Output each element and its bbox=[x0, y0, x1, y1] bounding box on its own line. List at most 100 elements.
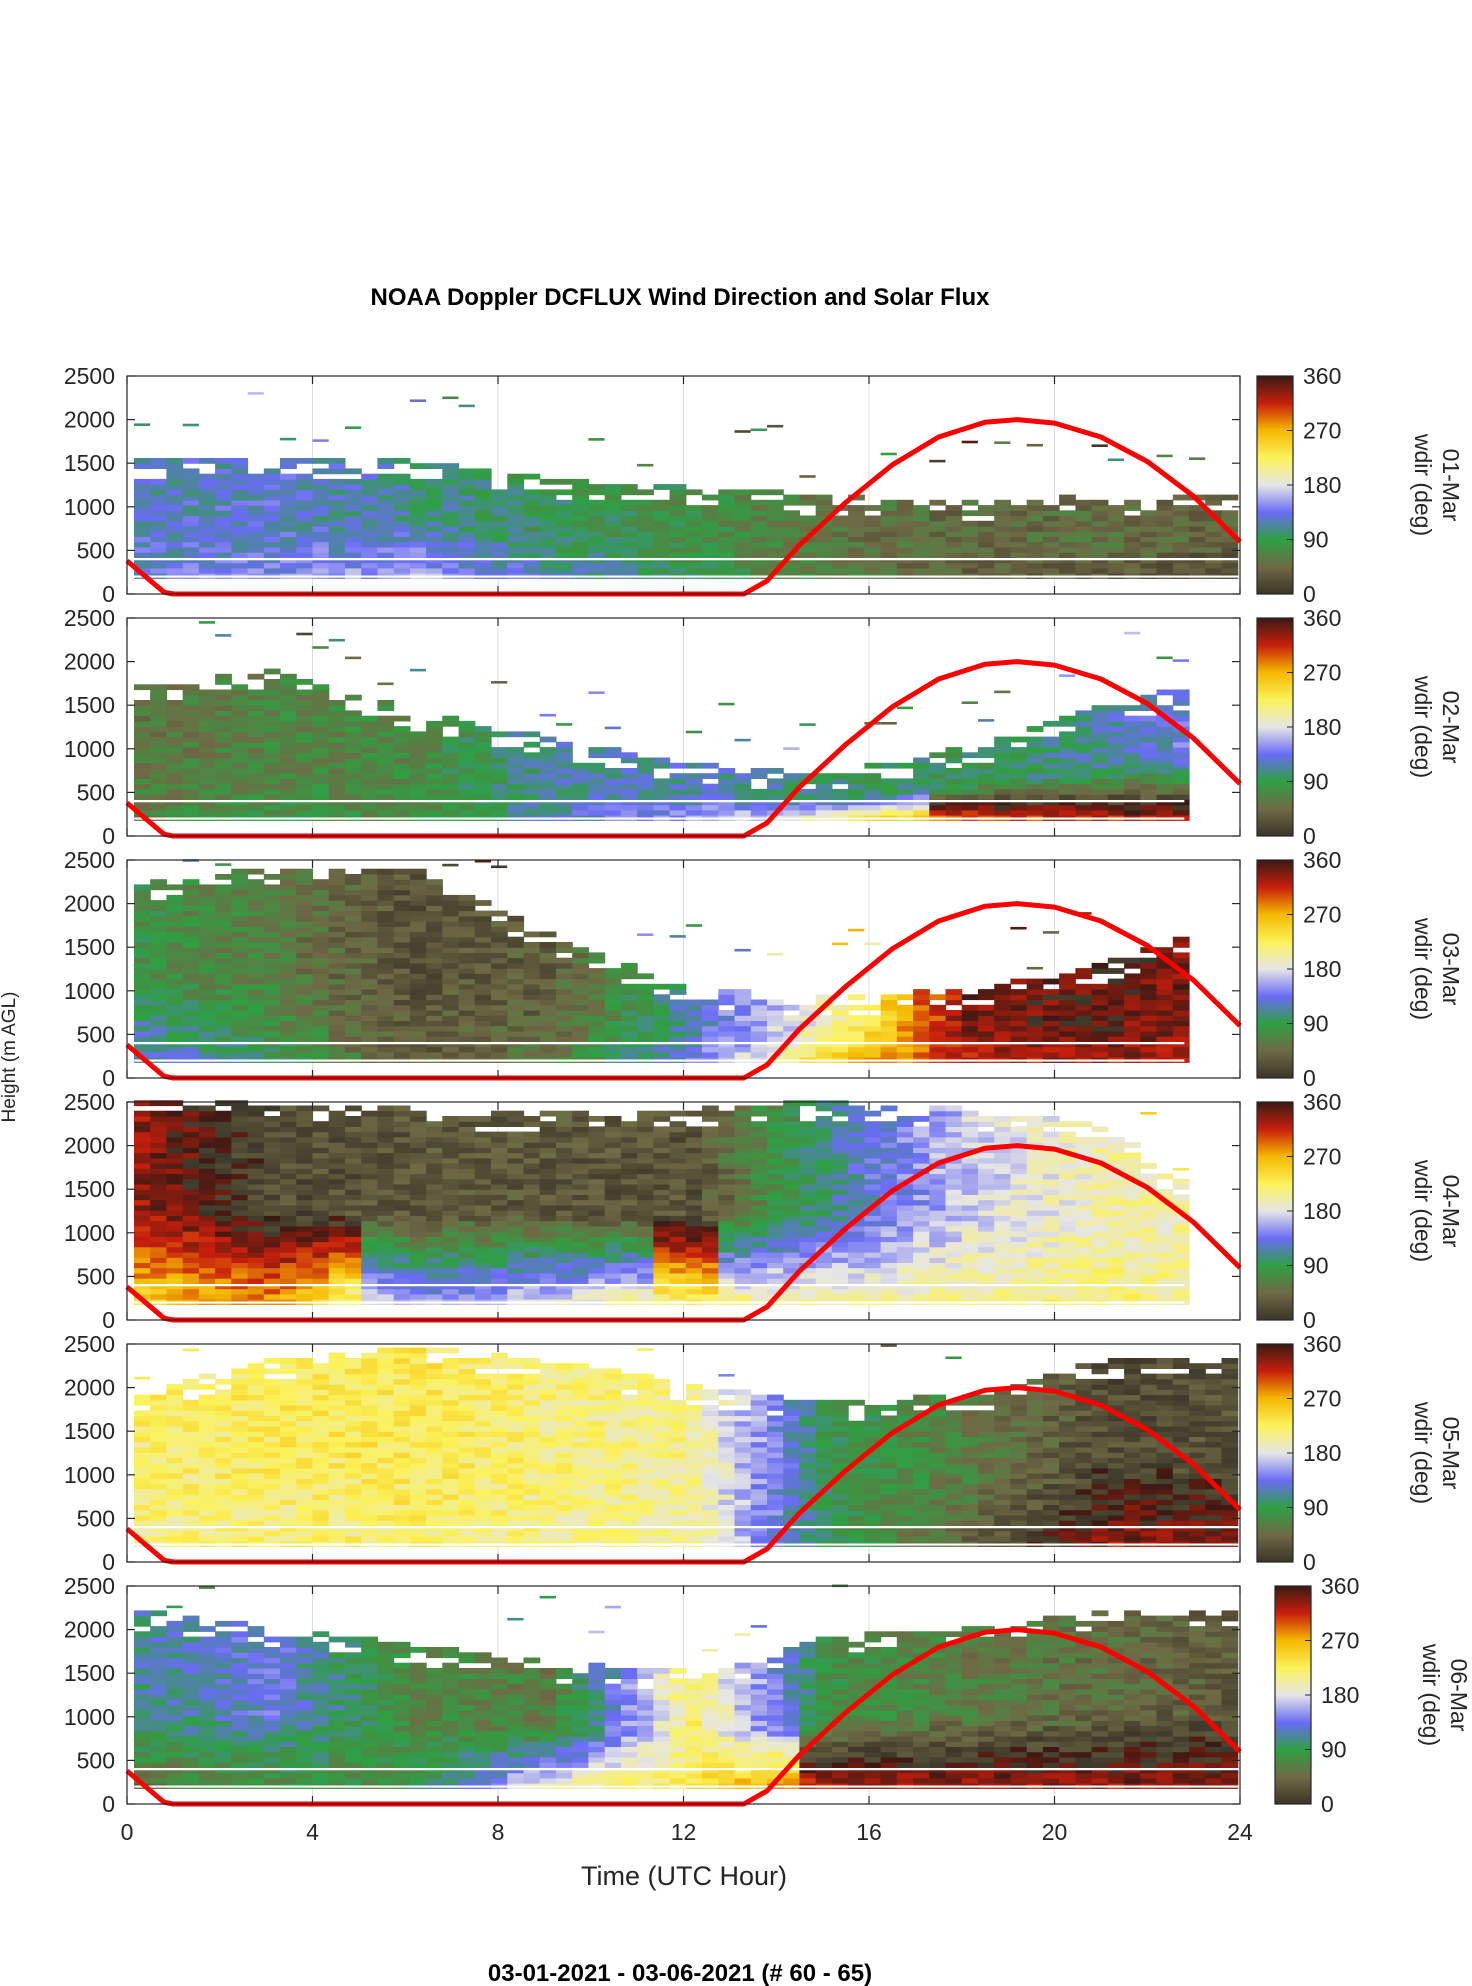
x-tick-label: 8 bbox=[492, 1819, 505, 1845]
y-tick-label: 1000 bbox=[64, 978, 115, 1004]
wind-direction-heatmap bbox=[133, 1344, 1240, 1547]
colorbar-tick-label: 180 bbox=[1321, 1682, 1359, 1708]
y-tick-label: 2500 bbox=[64, 847, 115, 873]
colorbar-label: wdir (deg) bbox=[1418, 1643, 1444, 1746]
panel-label: wdir (deg) 06-Mar bbox=[1418, 1643, 1472, 1746]
wind-direction-heatmap bbox=[133, 392, 1240, 579]
wind-direction-heatmap bbox=[133, 621, 1190, 821]
colorbar-label: wdir (deg) bbox=[1410, 433, 1436, 536]
x-ticks bbox=[126, 376, 1241, 594]
y-tick-label: 2500 bbox=[64, 605, 115, 631]
y-tick-label: 1000 bbox=[64, 736, 115, 762]
panel-04-Mar: 0 500 1000 1500 2000 2500 0 90 180 270 360 wdir (de… bbox=[64, 1089, 1464, 1333]
colorbar-tick-label: 180 bbox=[1303, 1198, 1341, 1224]
y-tick-label: 0 bbox=[102, 1549, 115, 1575]
colorbar-tick-label: 270 bbox=[1303, 902, 1341, 928]
y-tick-label: 2000 bbox=[64, 1133, 115, 1159]
y-tick-label: 0 bbox=[102, 1307, 115, 1333]
colorbar-tick-label: 360 bbox=[1321, 1573, 1359, 1599]
y-tick-label: 500 bbox=[77, 1021, 115, 1047]
colorbar-tick-label: 90 bbox=[1303, 527, 1329, 553]
y-axis-label: Height (m AGL) bbox=[0, 992, 20, 1123]
panel-label: wdir (deg) 05-Mar bbox=[1410, 1401, 1464, 1504]
y-tick-label: 1000 bbox=[64, 1704, 115, 1730]
y-tick-label: 1000 bbox=[64, 494, 115, 520]
panel-06-Mar: 0 500 1000 1500 2000 2500 0 4 8 12 16 20 24 0 90 180 270… bbox=[64, 1573, 1472, 1845]
colorbar-tick-label: 360 bbox=[1303, 1331, 1341, 1357]
panel-label: wdir (deg) 03-Mar bbox=[1410, 917, 1464, 1020]
y-ticks: 0 500 1000 1500 2000 2500 bbox=[64, 847, 1240, 1091]
colorbar-tick-label: 180 bbox=[1303, 472, 1341, 498]
colorbar-tick-label: 360 bbox=[1303, 363, 1341, 389]
x-tick-label: 12 bbox=[671, 1819, 697, 1845]
y-ticks: 0 500 1000 1500 2000 2500 bbox=[64, 363, 1240, 607]
y-tick-label: 1500 bbox=[64, 692, 115, 718]
y-ticks: 0 500 1000 1500 2000 2500 bbox=[64, 1573, 1240, 1817]
colorbar-tick-label: 0 bbox=[1303, 823, 1316, 849]
y-tick-label: 500 bbox=[77, 1263, 115, 1289]
panel-day-label: 06-Mar bbox=[1446, 1659, 1472, 1732]
colorbar-tick-label: 0 bbox=[1303, 1065, 1316, 1091]
colorbar-label: wdir (deg) bbox=[1410, 917, 1436, 1020]
x-ticks bbox=[126, 1344, 1241, 1562]
y-tick-label: 500 bbox=[77, 537, 115, 563]
wind-direction-heatmap bbox=[133, 1100, 1190, 1305]
y-tick-label: 2000 bbox=[64, 1617, 115, 1643]
panel-day-label: 04-Mar bbox=[1438, 1175, 1464, 1248]
y-tick-label: 2500 bbox=[64, 1089, 115, 1115]
x-tick-label: 24 bbox=[1227, 1819, 1253, 1845]
colorbar-tick-label: 270 bbox=[1303, 418, 1341, 444]
y-tick-label: 1500 bbox=[64, 1418, 115, 1444]
y-tick-label: 1000 bbox=[64, 1462, 115, 1488]
x-ticks: 0 4 8 12 16 20 24 bbox=[121, 1586, 1253, 1845]
colorbar: 0 90 180 270 360 bbox=[1256, 1089, 1341, 1333]
y-tick-label: 2000 bbox=[64, 1375, 115, 1401]
panel-label: wdir (deg) 02-Mar bbox=[1410, 675, 1464, 778]
y-tick-label: 1500 bbox=[64, 1660, 115, 1686]
colorbar-tick-label: 360 bbox=[1303, 605, 1341, 631]
colorbar-label: wdir (deg) bbox=[1410, 675, 1436, 778]
y-tick-label: 2500 bbox=[64, 363, 115, 389]
colorbar-tick-label: 270 bbox=[1303, 660, 1341, 686]
colorbar-tick-label: 90 bbox=[1303, 1253, 1329, 1279]
x-ticks bbox=[126, 618, 1241, 836]
x-ticks bbox=[126, 860, 1241, 1078]
colorbar: 0 90 180 270 360 bbox=[1274, 1573, 1359, 1817]
colorbar-tick-label: 90 bbox=[1303, 769, 1329, 795]
y-tick-label: 500 bbox=[77, 779, 115, 805]
panel-day-label: 02-Mar bbox=[1438, 691, 1464, 764]
colorbar-tick-label: 180 bbox=[1303, 1440, 1341, 1466]
colorbar-tick-label: 360 bbox=[1303, 1089, 1341, 1115]
panel-day-label: 01-Mar bbox=[1438, 449, 1464, 522]
colorbar-tick-label: 270 bbox=[1303, 1144, 1341, 1170]
colorbar-tick-label: 180 bbox=[1303, 956, 1341, 982]
panel-day-label: 03-Mar bbox=[1438, 933, 1464, 1006]
colorbar-label: wdir (deg) bbox=[1410, 1159, 1436, 1262]
colorbar-tick-label: 90 bbox=[1321, 1737, 1347, 1763]
colorbar-tick-label: 0 bbox=[1303, 581, 1316, 607]
y-tick-label: 2000 bbox=[64, 649, 115, 675]
y-tick-label: 1500 bbox=[64, 934, 115, 960]
x-axis-label: Time (UTC Hour) bbox=[581, 1861, 787, 1891]
y-ticks: 0 500 1000 1500 2000 2500 bbox=[64, 1331, 1240, 1575]
y-tick-label: 1500 bbox=[64, 1176, 115, 1202]
y-tick-label: 1000 bbox=[64, 1220, 115, 1246]
panel-label: wdir (deg) 01-Mar bbox=[1410, 433, 1464, 536]
colorbar-tick-label: 360 bbox=[1303, 847, 1341, 873]
y-tick-label: 1500 bbox=[64, 450, 115, 476]
colorbar: 0 90 180 270 360 bbox=[1256, 847, 1341, 1091]
panel-day-label: 05-Mar bbox=[1438, 1417, 1464, 1490]
y-tick-label: 500 bbox=[77, 1505, 115, 1531]
panel-label: wdir (deg) 04-Mar bbox=[1410, 1159, 1464, 1262]
y-tick-label: 2500 bbox=[64, 1573, 115, 1599]
colorbar-tick-label: 0 bbox=[1321, 1791, 1334, 1817]
colorbar: 0 90 180 270 360 bbox=[1256, 605, 1341, 849]
x-tick-label: 0 bbox=[121, 1819, 134, 1845]
colorbar-tick-label: 0 bbox=[1303, 1307, 1316, 1333]
colorbar-tick-label: 90 bbox=[1303, 1011, 1329, 1037]
x-tick-label: 16 bbox=[856, 1819, 882, 1845]
y-ticks: 0 500 1000 1500 2000 2500 bbox=[64, 605, 1240, 849]
panel-01-Mar: 0 500 1000 1500 2000 2500 0 90 180 270 360 wdir (de… bbox=[64, 363, 1464, 607]
colorbar-label: wdir (deg) bbox=[1410, 1401, 1436, 1504]
y-ticks: 0 500 1000 1500 2000 2500 bbox=[64, 1089, 1240, 1333]
